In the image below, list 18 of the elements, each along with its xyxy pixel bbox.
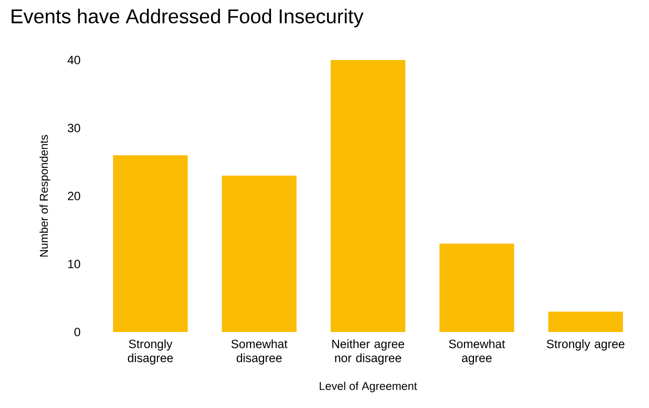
- bar: [548, 312, 623, 332]
- y-tick-label: 20: [68, 192, 80, 200]
- x-tick-label: Strongly disagree: [128, 339, 173, 365]
- bar: [113, 155, 188, 332]
- x-tick-label: Neither agree nor disagree: [332, 339, 404, 365]
- bar: [330, 60, 406, 332]
- x-tick-label: Strongly agree: [546, 339, 624, 351]
- bar: [222, 176, 297, 332]
- y-tick-label: 30: [68, 124, 80, 132]
- bar: [439, 244, 514, 332]
- y-tick-label: 10: [68, 260, 80, 268]
- y-axis-title: Number of Respondents: [40, 135, 50, 257]
- x-tick-label: Somewhat disagree: [231, 339, 288, 365]
- x-tick-label: Somewhat agree: [448, 339, 506, 365]
- y-tick-label: 40: [68, 56, 80, 64]
- x-axis-title: Level of Agreement: [320, 382, 418, 392]
- chart-title: Events have Addressed Food Insecurity: [12, 8, 364, 28]
- y-tick-label: 0: [74, 328, 80, 336]
